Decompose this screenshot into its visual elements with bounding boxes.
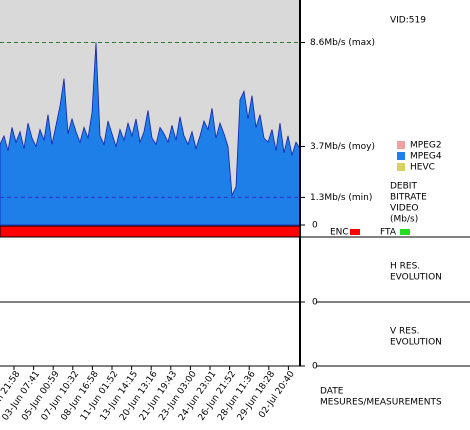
vid-label: VID:519 (390, 16, 426, 26)
panel-title: V RES. (390, 327, 420, 337)
x-axis-title: DATE (320, 387, 344, 397)
y-tick-label: 3.7Mb/s (moy) (310, 142, 375, 152)
y-tick-label: 1.3Mb/s (min) (310, 193, 372, 203)
panel-title: EVOLUTION (390, 273, 442, 283)
y-axis-title: DEBIT (390, 182, 417, 192)
legend-swatch (397, 163, 405, 171)
y-axis-title: (Mb/s) (390, 215, 418, 225)
status-label: ENC (330, 228, 349, 238)
panel-title: H RES. (390, 262, 420, 272)
y-tick-label: 0 (312, 362, 318, 372)
status-swatch (400, 229, 410, 235)
legend-label: MPEG4 (410, 152, 442, 162)
legend-swatch (397, 152, 405, 160)
y-axis-title: VIDEO (390, 204, 419, 214)
panel-title: EVOLUTION (390, 338, 442, 348)
y-axis-title: BITRATE (390, 193, 427, 203)
x-axis-title: MESURES/MEASUREMENTS (320, 398, 442, 408)
legend-label: HEVC (410, 163, 435, 173)
status-label: FTA (380, 228, 397, 238)
legend-swatch (397, 141, 405, 149)
status-swatch (350, 229, 360, 235)
bitrate-area (0, 42, 301, 226)
enc-band (0, 225, 301, 238)
y-tick-label: 0 (312, 221, 318, 231)
legend-label: MPEG2 (410, 141, 442, 151)
y-tick-label: 0 (312, 298, 318, 308)
y-tick-label: 8.6Mb/s (max) (310, 38, 375, 48)
